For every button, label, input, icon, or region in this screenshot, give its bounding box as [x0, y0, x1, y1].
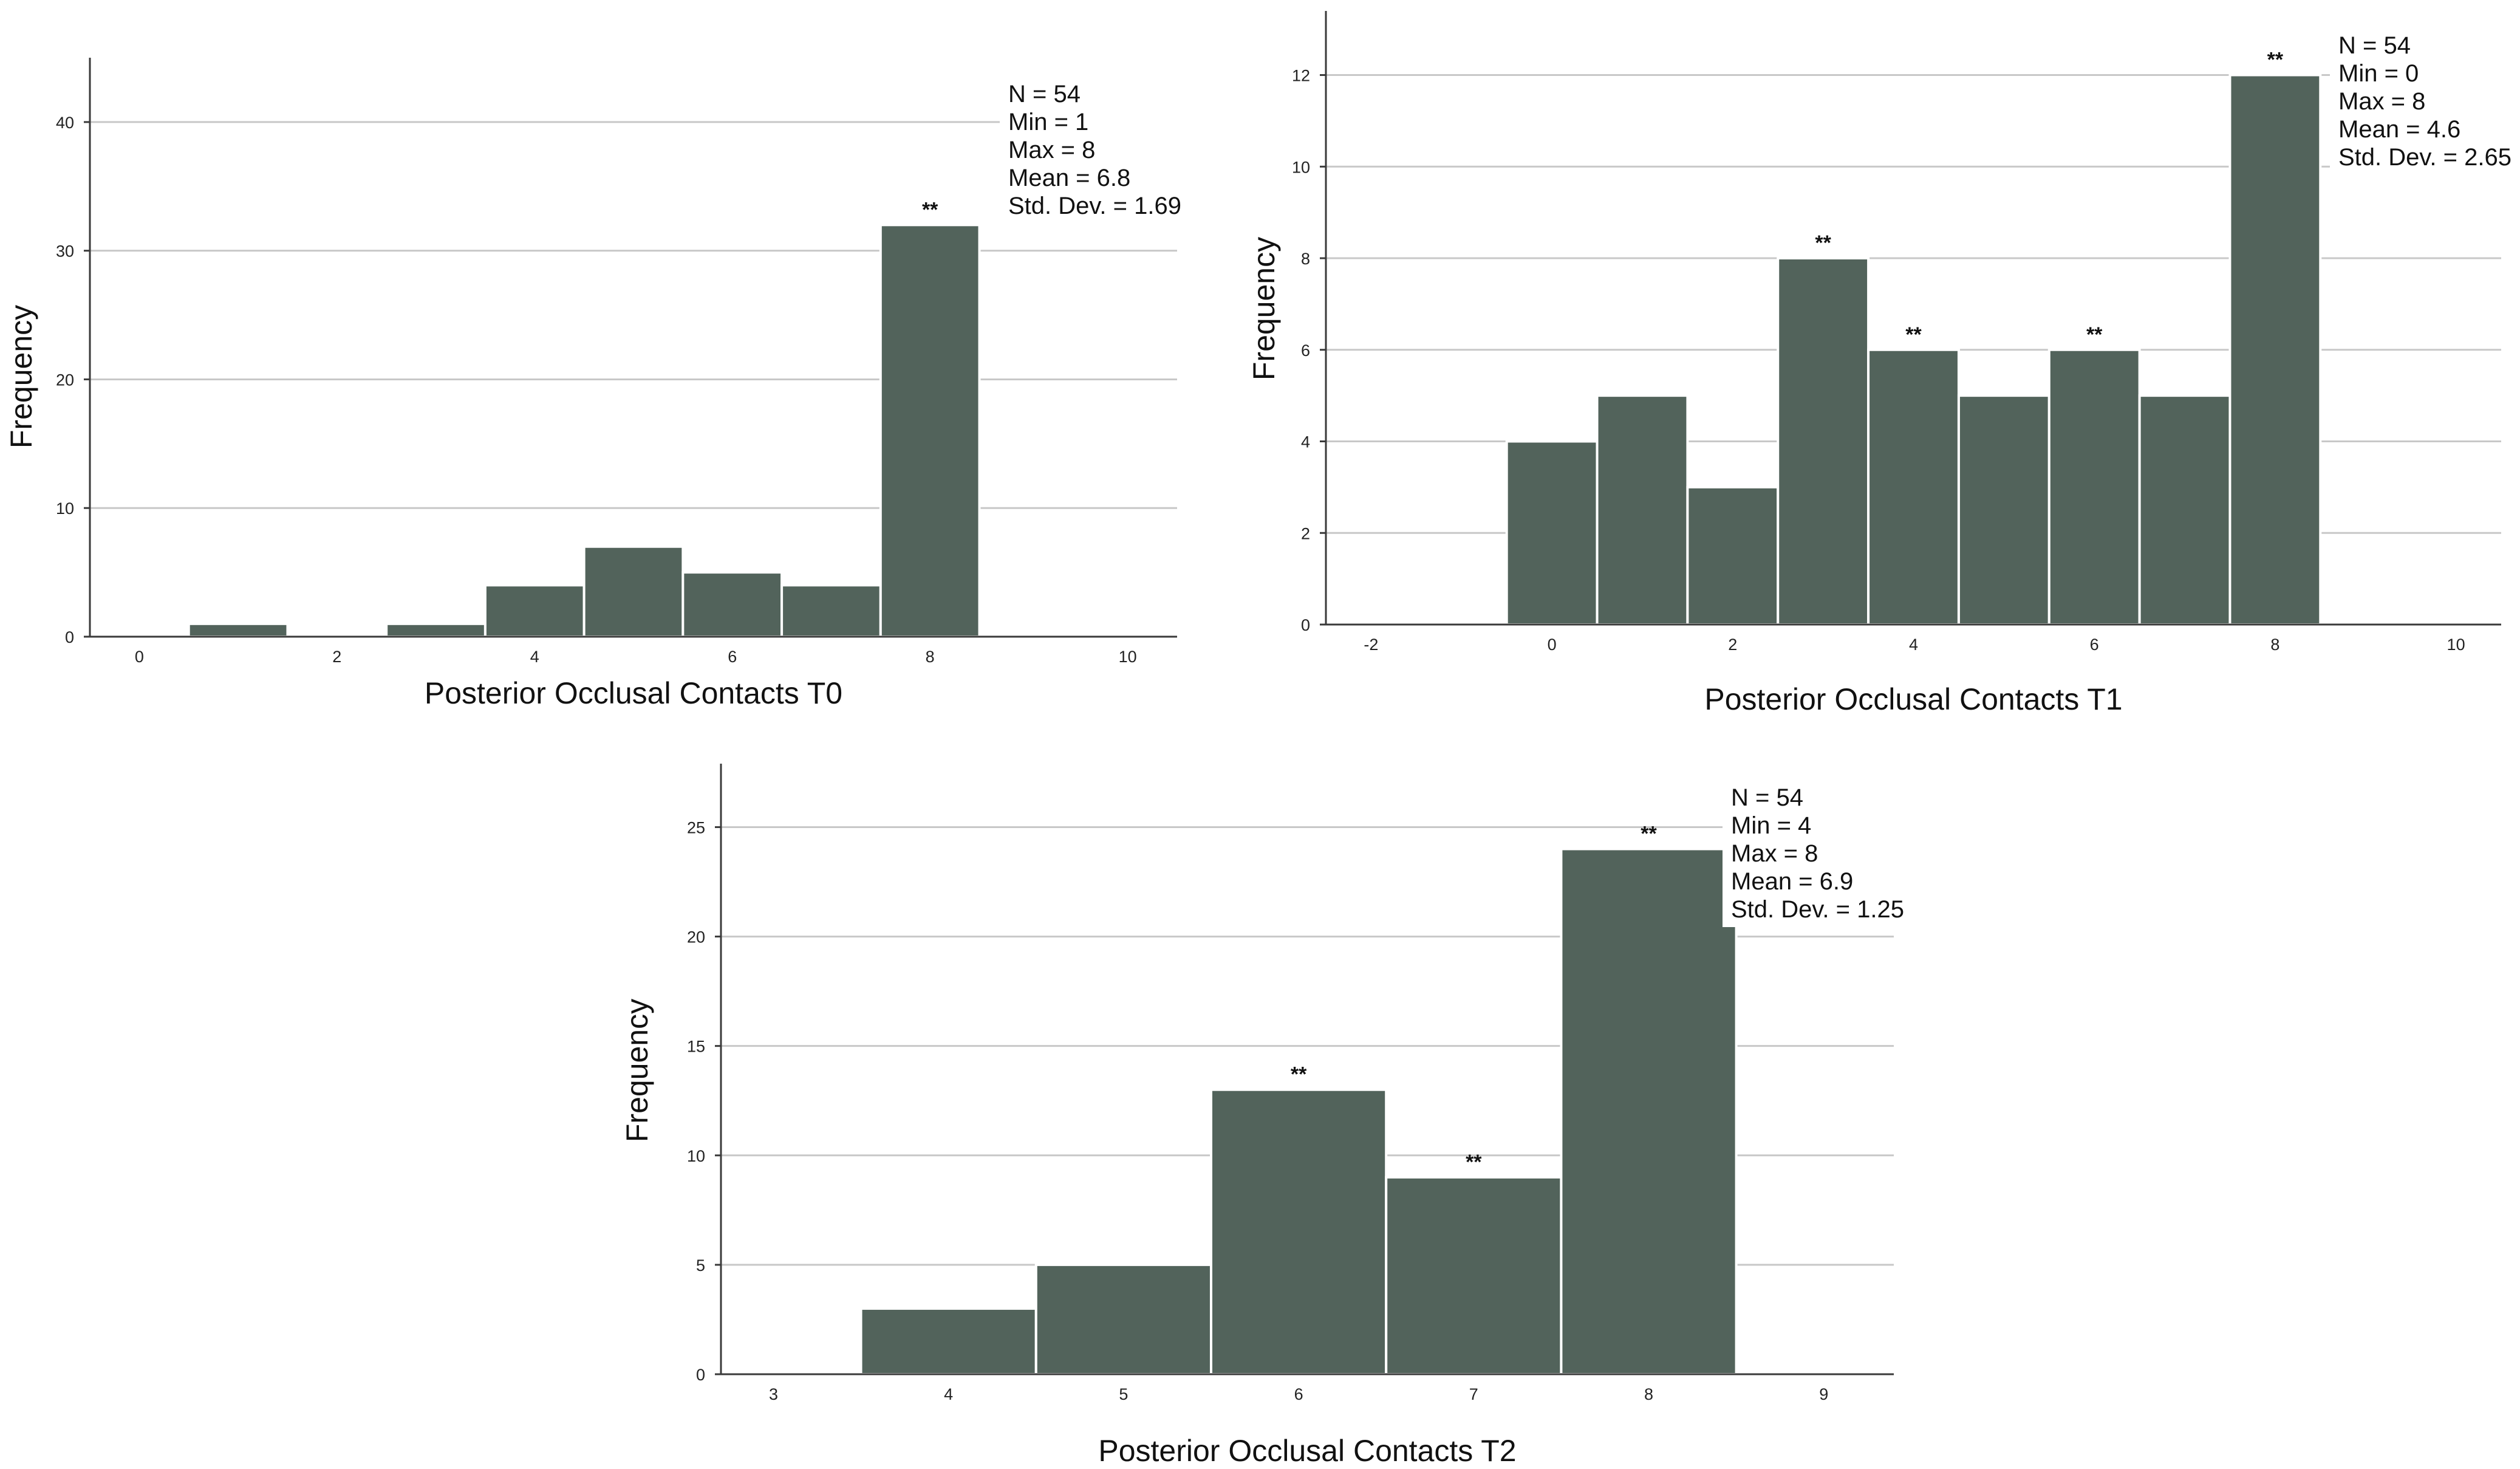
y-tick-label: 0: [1301, 616, 1310, 634]
stats-line: Min = 4: [1731, 812, 1811, 839]
y-tick-label: 12: [1292, 67, 1310, 85]
significance-marker: **: [1466, 1151, 1482, 1174]
stats-line: Mean = 6.8: [1008, 165, 1130, 191]
x-tick-label: 0: [135, 648, 144, 666]
stats-line: Max = 8: [2338, 88, 2425, 115]
stats-line: N = 54: [2338, 32, 2411, 59]
y-tick-label: 8: [1301, 250, 1310, 268]
histogram-bar: [1957, 394, 2050, 626]
stats-line: Std. Dev. = 2.65: [2338, 144, 2511, 171]
histogram-bar: [385, 622, 487, 639]
y-tick-label: 20: [687, 928, 705, 947]
x-tick-label: 2: [332, 648, 341, 666]
y-tick-label: 10: [1292, 158, 1310, 176]
significance-marker: **: [2267, 49, 2284, 72]
x-axis-title: Posterior Occlusal Contacts T2: [1098, 1434, 1516, 1468]
y-tick-label: 0: [696, 1366, 705, 1384]
y-tick-label: 20: [56, 371, 74, 389]
significance-marker: **: [922, 198, 938, 221]
x-tick-label: -2: [1364, 635, 1378, 654]
x-tick-label: 9: [1819, 1385, 1828, 1403]
x-tick-label: 8: [1644, 1385, 1653, 1403]
histogram-bar: [2047, 348, 2141, 626]
x-tick-label: 6: [1294, 1385, 1303, 1403]
y-axis-title: Frequency: [1247, 237, 1281, 380]
y-tick-label: 6: [1301, 341, 1310, 360]
chart-panel-2: ** ** ** 0 5 10 15 20 25 3 4 5 6 7 8 9 Posterior Occlusa…: [620, 764, 1941, 1468]
histogram-bar: [1560, 848, 1738, 1375]
histogram-bar: [1867, 348, 1960, 626]
histogram-bar: [1505, 440, 1599, 626]
y-axis-title: Frequency: [4, 305, 38, 448]
x-tick-label: 5: [1119, 1385, 1128, 1403]
stats-line: Max = 8: [1008, 137, 1095, 163]
histogram-bar: [1596, 394, 1689, 626]
y-tick-label: 4: [1301, 433, 1310, 451]
stats-line: Mean = 4.6: [2338, 116, 2460, 143]
y-tick-label: 15: [687, 1038, 705, 1056]
histogram-bar: [681, 571, 784, 638]
stats-line: Std. Dev. = 1.25: [1731, 896, 1904, 923]
x-tick-label: 6: [2090, 635, 2099, 654]
x-tick-label: 4: [944, 1385, 953, 1403]
histogram-bar: [859, 1307, 1037, 1376]
histogram-bar: [780, 584, 882, 638]
histogram-bar: [1777, 257, 1870, 626]
x-tick-label: 2: [1728, 635, 1737, 654]
stats-line: Min = 0: [2338, 60, 2419, 87]
histogram-bar: [2138, 394, 2231, 626]
significance-marker: **: [1815, 231, 1831, 255]
stats-box-background: [2330, 28, 2520, 175]
stats-box-background: [1723, 780, 1941, 927]
stats-line: Std. Dev. = 1.69: [1008, 193, 1181, 219]
x-axis-title: Posterior Occlusal Contacts T1: [1704, 682, 2122, 716]
y-tick-label: 25: [687, 818, 705, 837]
histogram-bar: [2228, 74, 2322, 626]
stats-line: N = 54: [1731, 784, 1803, 811]
y-tick-label: 10: [56, 499, 74, 518]
x-tick-label: 4: [530, 648, 539, 666]
y-tick-label: 40: [56, 114, 74, 132]
stats-line: Max = 8: [1731, 840, 1818, 867]
histogram-bar: [483, 584, 586, 638]
x-tick-label: 8: [926, 648, 935, 666]
x-tick-label: 7: [1469, 1385, 1478, 1403]
stats-box-background: [1000, 77, 1218, 224]
x-axis-title: Posterior Occlusal Contacts T0: [425, 676, 842, 710]
stats-line: N = 54: [1008, 81, 1081, 108]
x-tick-label: 0: [1548, 635, 1557, 654]
y-tick-label: 5: [696, 1256, 705, 1275]
histogram-bar: [1385, 1176, 1563, 1375]
x-tick-label: 4: [1909, 635, 1918, 654]
stats-line: Mean = 6.9: [1731, 868, 1853, 895]
y-tick-label: 2: [1301, 524, 1310, 543]
y-tick-label: 10: [687, 1147, 705, 1165]
significance-marker: **: [1905, 323, 1922, 346]
x-tick-label: 10: [1119, 648, 1137, 666]
x-tick-label: 10: [2447, 635, 2465, 654]
significance-marker: **: [1641, 822, 1657, 845]
significance-marker: **: [2086, 323, 2103, 346]
histogram-bar: [879, 224, 981, 638]
histogram-bar: [187, 622, 289, 639]
y-axis-title: Frequency: [620, 999, 654, 1142]
histogram-bar: [1686, 485, 1780, 626]
x-tick-label: 8: [2270, 635, 2279, 654]
y-tick-label: 30: [56, 242, 74, 261]
histogram-bar: [1034, 1263, 1212, 1376]
histogram-bar: [582, 545, 685, 638]
y-tick-label: 0: [65, 628, 74, 646]
x-tick-label: 3: [769, 1385, 778, 1403]
chart-panel-0: ** 0 10 20 30 40 0 2 4 6 8 10 Posterior Occlusal Con…: [4, 58, 1218, 710]
chart-panel-1: ** ** ** ** 0 2 4 6 8 10 12 -2 0 2 4 6 8 10 Posterior Occl…: [1247, 11, 2520, 716]
significance-marker: **: [1291, 1063, 1307, 1086]
stats-line: Min = 1: [1008, 109, 1088, 135]
x-tick-label: 6: [728, 648, 737, 666]
histogram-bar: [1209, 1088, 1388, 1376]
